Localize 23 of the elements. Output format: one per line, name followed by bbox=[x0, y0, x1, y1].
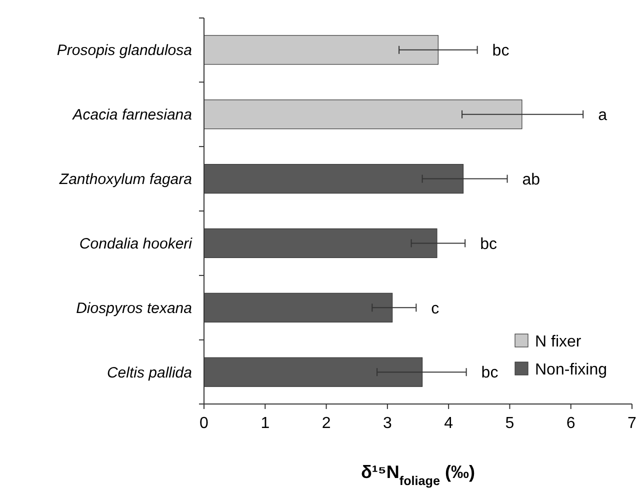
x-tick-label: 5 bbox=[505, 415, 514, 432]
annotation: a bbox=[598, 106, 608, 124]
annotation: ab bbox=[522, 171, 540, 188]
annotation: bc bbox=[492, 42, 510, 60]
y-tick-label: Acacia farnesiana bbox=[72, 106, 192, 124]
legend-label: N fixer bbox=[535, 334, 582, 351]
y-tick-label: Prosopis glandulosa bbox=[56, 42, 192, 60]
x-tick-label: 3 bbox=[382, 415, 392, 432]
y-tick-label: Celtis pallida bbox=[106, 364, 192, 382]
x-tick-label: 2 bbox=[322, 415, 331, 432]
x-tick-label: 0 bbox=[200, 415, 209, 432]
y-tick-label: Zanthoxylum fagara bbox=[58, 171, 192, 188]
annotation: c bbox=[431, 300, 440, 318]
legend-label: Non-fixing bbox=[535, 362, 608, 379]
x-axis-title: δ¹⁵N$_{foliage}$ (‰) bbox=[361, 462, 475, 488]
y-tick-label: Condalia hookeri bbox=[79, 235, 193, 252]
annotation: bc bbox=[481, 364, 498, 382]
x-tick-label: 7 bbox=[628, 415, 637, 432]
x-tick-label: 1 bbox=[260, 415, 270, 432]
x-tick-label: 6 bbox=[566, 415, 576, 432]
annotation: bc bbox=[480, 236, 497, 253]
y-tick-label: Diospyros texana bbox=[76, 300, 192, 317]
x-tick-label: 4 bbox=[444, 415, 454, 432]
